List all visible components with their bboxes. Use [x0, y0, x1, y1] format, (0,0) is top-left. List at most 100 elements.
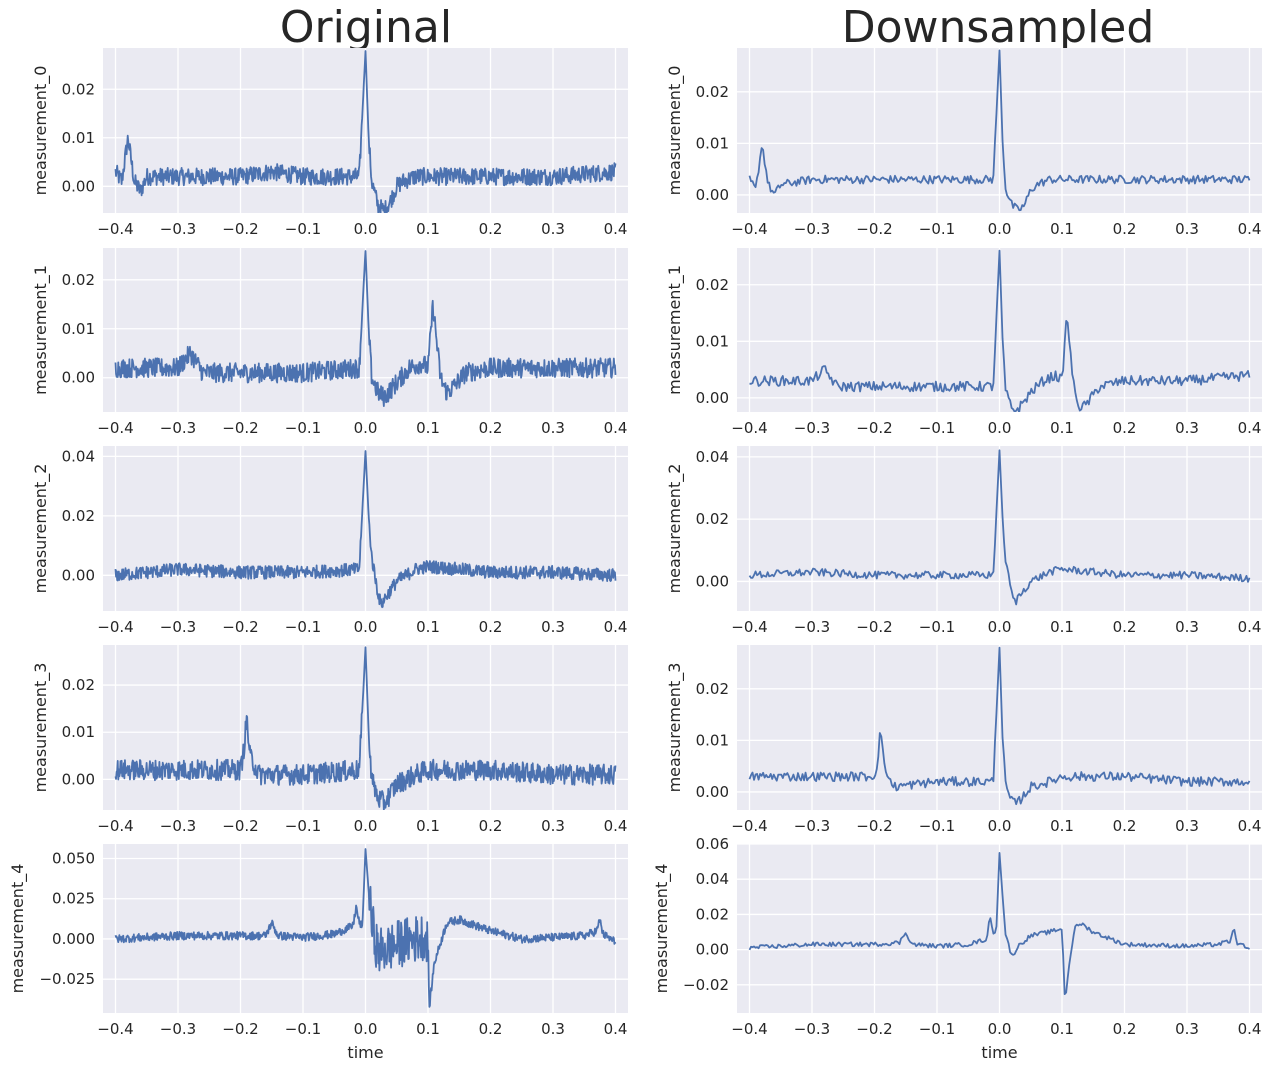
y-axis-label: measurement_1 [665, 265, 685, 395]
x-tick-label: −0.1 [285, 419, 321, 437]
x-tick-label: −0.2 [856, 220, 892, 238]
y-tick-label: 0.01 [696, 332, 729, 350]
x-tick-label: 0.3 [541, 1020, 565, 1038]
x-tick-label: −0.4 [731, 1020, 767, 1038]
x-tick-label: 0.3 [1175, 220, 1199, 238]
x-tick-label: 0.4 [1238, 618, 1262, 636]
y-tick-label: 0.04 [62, 447, 95, 465]
x-tick-label: −0.3 [160, 419, 196, 437]
x-tick-label: 0.2 [479, 220, 503, 238]
x-tick-label: −0.2 [856, 618, 892, 636]
x-tick-label: 0.1 [1050, 817, 1074, 835]
y-tick-label: 0.00 [696, 783, 729, 801]
x-tick-label: 0.4 [1238, 220, 1262, 238]
subplot-measurement_2-downsampled: −0.4 −0.3 −0.2 −0.1 0.0 0.1 0.2 0.3 0.4 0.00 0.02 0… [665, 446, 1262, 636]
x-tick-label: 0.3 [541, 817, 565, 835]
x-tick-label: 0.4 [1238, 1020, 1262, 1038]
y-axis-label: measurement_3 [31, 663, 51, 793]
series-line [749, 249, 1251, 412]
y-axis-label: measurement_2 [665, 464, 685, 594]
x-tick-label: −0.3 [160, 817, 196, 835]
x-tick-label: 0.4 [604, 618, 628, 636]
subplot-measurement_1-downsampled: −0.4 −0.3 −0.2 −0.1 0.0 0.1 0.2 0.3 0.4 0.00 0.01 0… [665, 248, 1262, 437]
x-tick-label: 0.4 [604, 1020, 628, 1038]
x-tick-label: 0.2 [1113, 817, 1137, 835]
x-tick-label: 0.0 [988, 1020, 1012, 1038]
x-tick-label: 0.2 [479, 1020, 503, 1038]
y-tick-label: 0.025 [52, 890, 95, 908]
x-tick-label: −0.2 [222, 817, 258, 835]
x-tick-label: −0.1 [919, 419, 955, 437]
y-tick-label: 0.00 [696, 389, 729, 407]
y-tick-label: 0.00 [696, 941, 729, 959]
x-tick-label: 0.3 [1175, 618, 1199, 636]
y-tick-label: 0.02 [62, 271, 95, 289]
y-tick-label: 0.02 [696, 905, 729, 923]
y-tick-label: 0.02 [696, 276, 729, 294]
y-tick-label: 0.02 [62, 507, 95, 525]
x-tick-label: 0.4 [1238, 817, 1262, 835]
x-tick-label: −0.4 [731, 220, 767, 238]
x-tick-label: 0.3 [1175, 419, 1199, 437]
x-tick-label: −0.1 [919, 618, 955, 636]
x-tick-label: −0.2 [222, 1020, 258, 1038]
x-tick-label: −0.1 [919, 817, 955, 835]
x-tick-label: 0.2 [1113, 220, 1137, 238]
x-tick-label: 0.2 [1113, 1020, 1137, 1038]
x-tick-label: −0.3 [794, 618, 830, 636]
y-tick-label: 0.02 [62, 80, 95, 98]
subplot-measurement_4-downsampled: −0.4 −0.3 −0.2 −0.1 0.0 0.1 0.2 0.3 0.4 −0.02 0.00… [652, 835, 1262, 1062]
x-tick-label: 0.1 [416, 817, 440, 835]
x-tick-label: 0.2 [479, 618, 503, 636]
x-tick-label: −0.3 [794, 419, 830, 437]
x-tick-label: −0.2 [856, 1020, 892, 1038]
x-tick-label: 0.4 [604, 220, 628, 238]
y-tick-label: 0.02 [62, 676, 95, 694]
x-axis-label: time [347, 1043, 383, 1062]
y-axis-label: measurement_2 [31, 464, 51, 594]
series-line [114, 50, 617, 213]
y-axis-label: measurement_4 [8, 864, 28, 994]
x-tick-label: 0.1 [416, 1020, 440, 1038]
x-tick-label: 0.2 [479, 817, 503, 835]
subplot-measurement_3-downsampled: −0.4 −0.3 −0.2 −0.1 0.0 0.1 0.2 0.3 0.4 0.00 0.01 0… [665, 645, 1262, 835]
y-tick-label: −0.025 [39, 970, 95, 988]
x-tick-label: 0.3 [541, 220, 565, 238]
series-line [114, 250, 617, 407]
y-tick-label: 0.00 [62, 566, 95, 584]
y-tick-label: 0.02 [696, 510, 729, 528]
x-tick-label: 0.1 [1050, 220, 1074, 238]
x-tick-label: −0.4 [731, 817, 767, 835]
x-tick-label: −0.4 [97, 419, 133, 437]
y-tick-label: 0.02 [696, 83, 729, 101]
x-tick-label: 0.1 [1050, 419, 1074, 437]
subplot-measurement_0-downsampled: −0.4 −0.3 −0.2 −0.1 0.0 0.1 0.2 0.3 0.4 0.00 0.01 0… [665, 48, 1262, 238]
y-axis-label: measurement_3 [665, 663, 685, 793]
series-line [114, 646, 617, 810]
x-tick-label: −0.1 [285, 220, 321, 238]
x-tick-label: 0.2 [1113, 419, 1137, 437]
subplot-measurement_4-original: −0.4 −0.3 −0.2 −0.1 0.0 0.1 0.2 0.3 0.4 −0.025 0.0… [8, 844, 628, 1062]
x-tick-label: −0.2 [222, 220, 258, 238]
y-tick-label: 0.00 [62, 369, 95, 387]
x-tick-label: 0.0 [354, 1020, 378, 1038]
x-tick-label: 0.3 [1175, 817, 1199, 835]
x-tick-label: 0.3 [1175, 1020, 1199, 1038]
y-tick-label: 0.04 [696, 870, 729, 888]
x-tick-label: 0.0 [988, 618, 1012, 636]
col-title-downsampled: Downsampled [841, 2, 1155, 53]
series-line [748, 449, 1251, 606]
series-line [114, 450, 617, 609]
series-line [748, 852, 1250, 996]
x-tick-label: 0.1 [1050, 618, 1074, 636]
x-tick-label: −0.4 [731, 419, 767, 437]
x-tick-label: −0.1 [919, 1020, 955, 1038]
subplot-measurement_1-original: −0.4 −0.3 −0.2 −0.1 0.0 0.1 0.2 0.3 0.4 0.00 0.01 0… [31, 248, 628, 437]
x-tick-label: −0.3 [160, 618, 196, 636]
y-axis-label: measurement_0 [31, 66, 51, 196]
y-tick-label: 0.00 [62, 770, 95, 788]
subplot-measurement_3-original: −0.4 −0.3 −0.2 −0.1 0.0 0.1 0.2 0.3 0.4 0.00 0.01 0… [31, 645, 628, 835]
series-line [114, 848, 617, 1008]
x-axis-label: time [981, 1043, 1017, 1062]
